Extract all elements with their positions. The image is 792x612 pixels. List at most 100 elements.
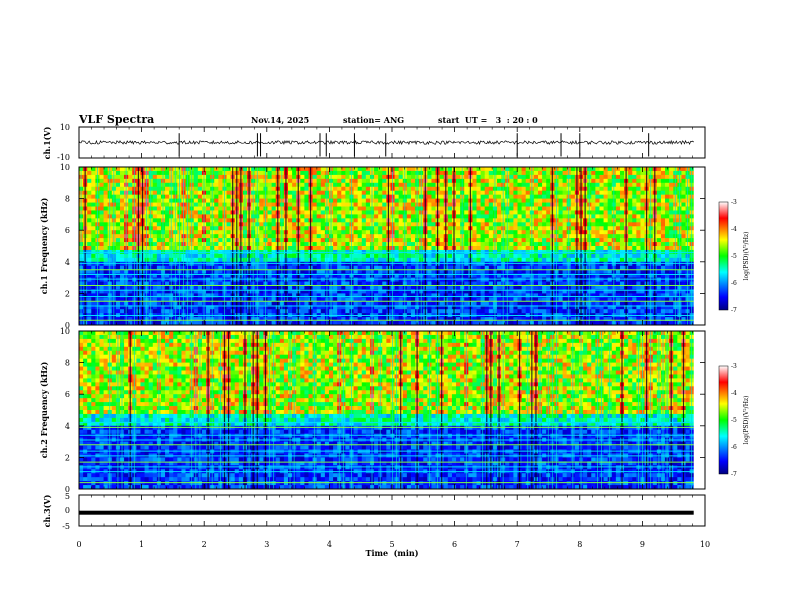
spectrogram-cell: [431, 269, 436, 275]
spectrogram-cell: [300, 214, 305, 219]
spectrogram-cell: [394, 317, 400, 322]
spectrogram-cell: [103, 321, 109, 325]
spectrogram-cell: [337, 182, 342, 188]
spectrogram-cell: [410, 261, 416, 267]
spectrogram-cell: [226, 253, 232, 259]
spectrogram-cell: [271, 277, 277, 282]
spectrogram-cell: [398, 170, 404, 176]
spectrogram-cell: [316, 206, 322, 211]
spectrogram-cell: [193, 301, 199, 306]
spectrogram-cell: [374, 182, 379, 188]
spectrogram-cell: [165, 210, 170, 215]
spectrogram-cell: [320, 230, 326, 235]
spectrogram-cell: [259, 281, 264, 286]
spectrogram-cell: [288, 167, 293, 172]
spectrogram-cell: [480, 317, 486, 322]
spectrogram-cell: [394, 265, 400, 271]
spectrogram-cell: [517, 253, 523, 259]
spectrogram-cell: [165, 309, 170, 314]
spectrogram-cell: [394, 214, 400, 219]
spectrogram-cell: [267, 257, 273, 263]
spectrogram-cell: [193, 297, 199, 302]
spectrogram-cell: [394, 293, 400, 298]
spectrogram-cell: [341, 309, 346, 314]
spectrogram-cell: [337, 218, 342, 223]
spectrogram-cell: [267, 194, 273, 199]
spectrogram-cell: [165, 317, 170, 322]
spectrogram-cell: [476, 218, 482, 223]
spectrogram-cell: [267, 234, 273, 239]
spectrogram-cell: [439, 202, 445, 207]
spectrogram-cell: [464, 222, 469, 227]
spectrogram-cell: [226, 289, 232, 294]
spectrogram-cell: [374, 246, 379, 251]
spectrogram-cell: [447, 246, 453, 251]
spectrogram-cell: [91, 238, 96, 243]
spectrogram-cell: [304, 226, 309, 231]
spectrogram-cell: [431, 289, 436, 294]
spectrogram-cell: [128, 214, 133, 219]
spectrogram-cell: [456, 261, 461, 267]
spectrogram-cell: [152, 194, 158, 199]
spectrogram-cell: [525, 230, 531, 235]
spectrogram-cell: [525, 253, 531, 259]
spectrogram-cell: [365, 218, 371, 223]
spectrogram-cell: [509, 226, 514, 231]
spectrogram-cell: [431, 167, 436, 172]
spectrogram-cell: [357, 297, 363, 302]
spectrogram-cell: [292, 269, 297, 275]
spectrogram-cell: [87, 301, 92, 306]
spectrogram-cell: [115, 321, 121, 325]
spectrogram-cell: [197, 226, 203, 231]
spectrogram-cell: [497, 190, 502, 196]
spectrogram-cell: [312, 190, 318, 196]
spectrogram-cell: [406, 202, 412, 207]
spectrogram-cell: [558, 206, 563, 211]
spectrogram-cell: [271, 238, 277, 243]
spectrogram-cell: [91, 186, 96, 192]
spectrogram-cell: [525, 182, 531, 188]
spectrogram-cell: [513, 321, 518, 325]
spectrogram-cell: [288, 253, 293, 259]
spectrogram-cell: [406, 242, 412, 247]
spectrogram-cell: [292, 321, 297, 325]
spectrogram-cell: [193, 174, 199, 180]
spectrogram-cell: [353, 194, 359, 199]
spectrogram-cell: [361, 321, 367, 325]
spectrogram-cell: [357, 281, 363, 286]
spectrogram-cell: [394, 273, 400, 278]
spectrogram-cell: [542, 238, 547, 243]
spectrogram-cell: [406, 289, 412, 294]
spectrogram-cell: [91, 253, 96, 259]
spectrogram-cell: [193, 210, 199, 215]
spectrogram-cell: [156, 234, 162, 239]
spectrogram-cell: [193, 246, 199, 251]
spectrogram-cell: [538, 202, 543, 207]
spectrogram-cell: [484, 309, 490, 314]
spectrogram-cell: [427, 182, 432, 188]
spectrogram-cell: [218, 285, 223, 290]
spectrogram-cell: [218, 218, 223, 223]
spectrogram-cell: [193, 309, 199, 314]
spectrogram-cell: [267, 281, 273, 286]
spectrogram-cell: [357, 167, 363, 172]
spectrogram-cell: [456, 198, 461, 203]
spectrogram-cell: [320, 265, 326, 271]
spectrogram-cell: [87, 194, 92, 199]
spectrogram-cell: [193, 234, 199, 239]
spectrogram-cell: [91, 234, 96, 239]
spectrogram-cell: [546, 277, 551, 282]
spectrogram-cell: [439, 261, 445, 267]
spectrogram-cell: [300, 317, 305, 322]
spectrogram-cell: [480, 190, 486, 196]
spectrogram-cell: [267, 210, 273, 215]
spectrogram-cell: [525, 289, 531, 294]
spectrogram-cell: [320, 202, 326, 207]
spectrogram-cell: [378, 190, 383, 196]
spectrogram-cell: [488, 202, 494, 207]
spectrogram-cell: [533, 277, 539, 282]
spectrogram-cell: [378, 226, 383, 231]
spectrogram-cell: [525, 261, 531, 267]
spectrogram-cell: [341, 285, 346, 290]
spectrogram-cell: [488, 218, 494, 223]
